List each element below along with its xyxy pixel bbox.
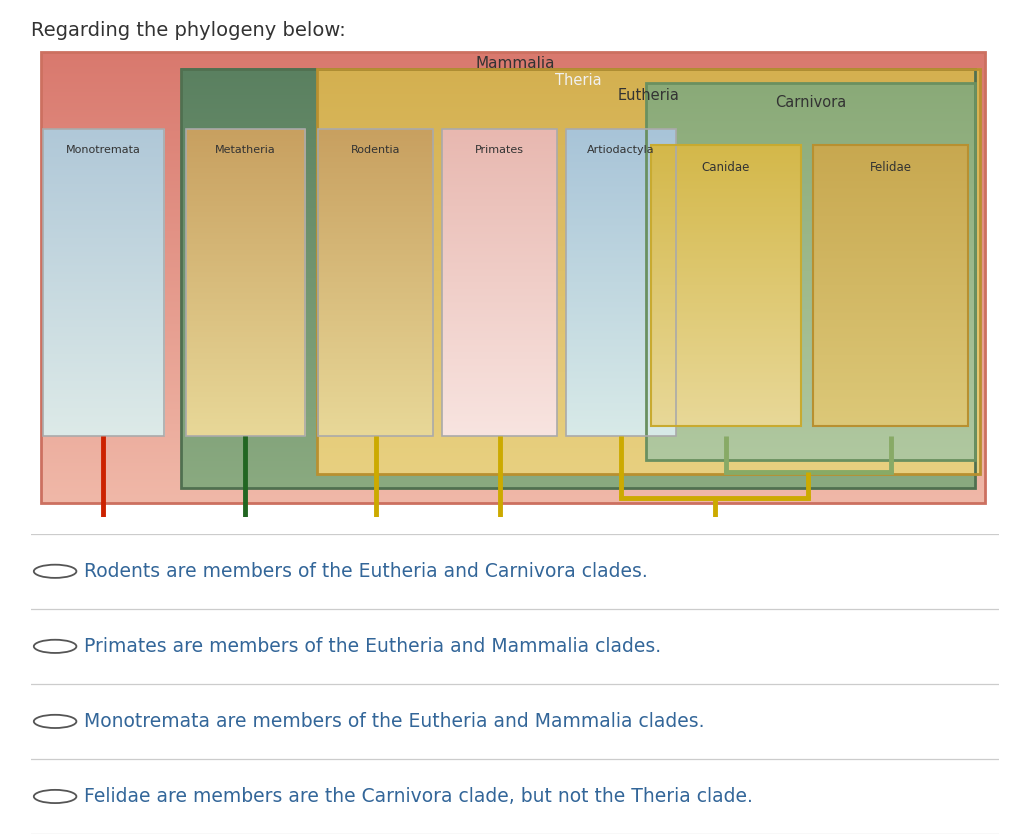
- Bar: [566, 128, 676, 435]
- Text: Felidae: Felidae: [869, 161, 912, 174]
- Bar: [318, 128, 433, 435]
- Bar: [42, 128, 164, 435]
- Text: Rodents are members of the Eutheria and Carnivora clades.: Rodents are members of the Eutheria and …: [84, 562, 648, 580]
- Bar: [646, 83, 974, 460]
- Text: Carnivora: Carnivora: [775, 95, 846, 110]
- Text: Eutheria: Eutheria: [618, 88, 680, 103]
- Bar: [181, 68, 974, 489]
- Text: Artiodactyla: Artiodactyla: [587, 145, 655, 155]
- Text: Metatheria: Metatheria: [215, 145, 276, 155]
- Bar: [443, 128, 556, 435]
- Text: Canidae: Canidae: [701, 161, 750, 174]
- Text: Felidae are members are the Carnivora clade, but not the Theria clade.: Felidae are members are the Carnivora cl…: [84, 787, 753, 806]
- Bar: [814, 145, 968, 426]
- Text: Theria: Theria: [554, 73, 602, 88]
- Bar: [185, 128, 305, 435]
- Bar: [651, 145, 800, 426]
- Text: Primates: Primates: [475, 145, 524, 155]
- Bar: [316, 68, 980, 474]
- Text: Monotremata: Monotremata: [66, 145, 140, 155]
- Text: Mammalia: Mammalia: [475, 57, 555, 72]
- Text: Rodentia: Rodentia: [351, 145, 401, 155]
- Text: Primates are members of the Eutheria and Mammalia clades.: Primates are members of the Eutheria and…: [84, 637, 661, 656]
- Text: Monotremata are members of the Eutheria and Mammalia clades.: Monotremata are members of the Eutheria …: [84, 712, 705, 731]
- Text: Regarding the phylogeny below:: Regarding the phylogeny below:: [31, 21, 346, 40]
